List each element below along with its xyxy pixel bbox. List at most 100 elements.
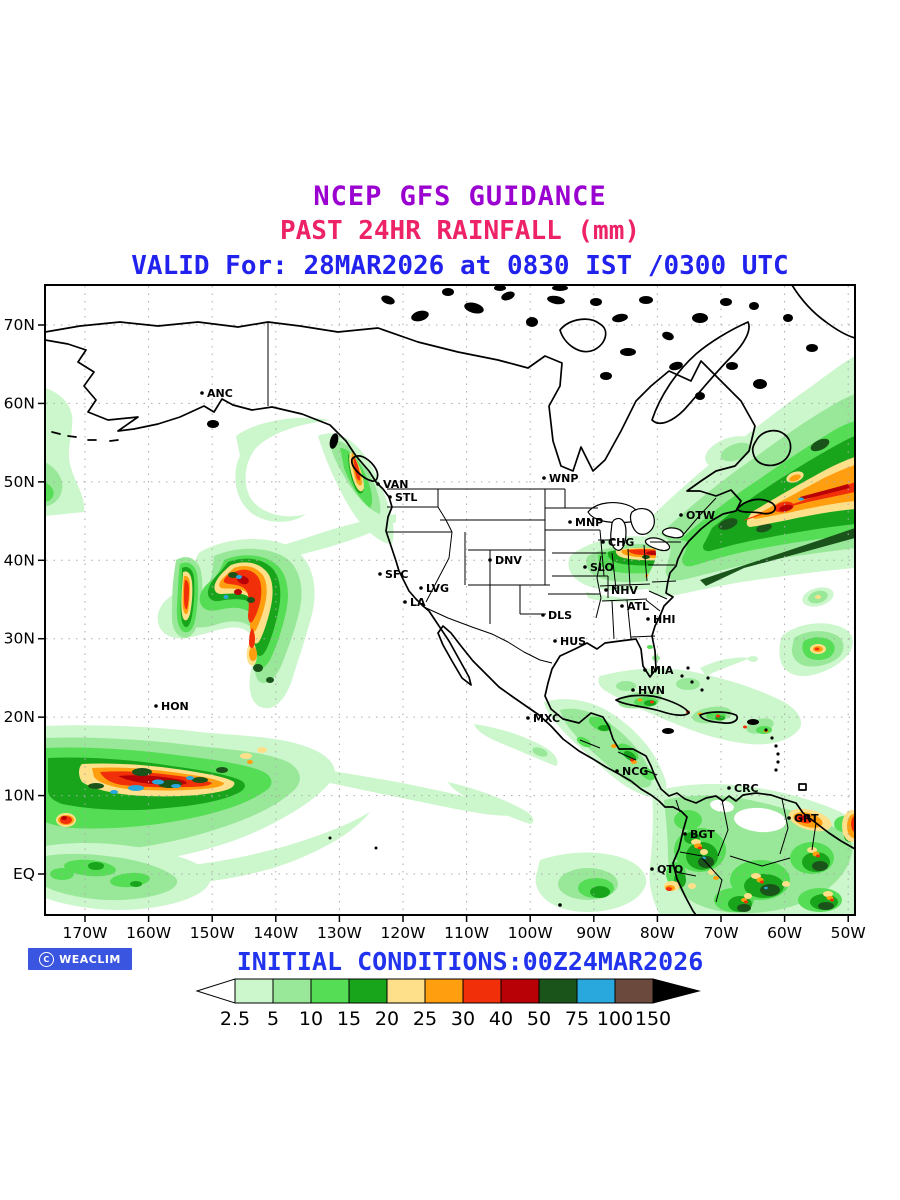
station-marker-dnv xyxy=(488,558,492,562)
initial-conditions: INITIAL CONDITIONS:00Z24MAR2026 xyxy=(0,947,900,976)
station-marker-hus xyxy=(553,639,557,643)
legend-value: 2.5 xyxy=(220,1008,250,1030)
lon-label: 80W xyxy=(640,924,675,942)
legend-value: 40 xyxy=(489,1008,513,1030)
station-label-qto: QTO xyxy=(657,863,683,876)
weather-map-page: NCEP GFS GUIDANCE PAST 24HR RAINFALL (mm… xyxy=(0,0,900,1200)
lon-label: 100W xyxy=(508,924,553,942)
station-label-bgt: BGT xyxy=(690,828,715,841)
rain-region-left-edge xyxy=(45,388,84,516)
station-label-stl: STL xyxy=(395,491,417,504)
station-label-wnp: WNP xyxy=(549,472,578,485)
lat-label: 10N xyxy=(4,787,35,805)
station-marker-hhi xyxy=(646,617,650,621)
station-label-mia: MIA xyxy=(650,664,674,677)
lon-label: 70W xyxy=(703,924,738,942)
station-marker-stl xyxy=(388,495,392,499)
legend-cell xyxy=(501,979,539,1003)
legend-cell xyxy=(615,979,653,1003)
legend-cell xyxy=(387,979,425,1003)
lat-label: 70N xyxy=(4,316,35,334)
station-label-atl: ATL xyxy=(627,600,649,613)
station-label-chg: CHG xyxy=(608,536,634,549)
station-marker-bgt xyxy=(683,832,687,836)
lon-label: 90W xyxy=(576,924,611,942)
station-label-van: VAN xyxy=(383,478,409,491)
legend-cell xyxy=(349,979,387,1003)
legend-cell xyxy=(311,979,349,1003)
station-label-otw: OTW xyxy=(686,509,715,522)
lat-label: 50N xyxy=(4,473,35,491)
legend-cell xyxy=(463,979,501,1003)
station-marker-ncg xyxy=(615,769,619,773)
lon-label: 140W xyxy=(253,924,298,942)
station-label-mnp: MNP xyxy=(575,516,603,529)
legend-value: 25 xyxy=(413,1008,437,1030)
lat-label: EQ xyxy=(13,865,35,883)
lat-label: 40N xyxy=(4,551,35,569)
station-label-grt: GRT xyxy=(794,812,819,825)
lon-label: 130W xyxy=(317,924,362,942)
lat-label: 60N xyxy=(4,394,35,412)
station-marker-mia xyxy=(643,668,647,672)
page-title: NCEP GFS GUIDANCE xyxy=(0,181,900,212)
station-label-la: LA xyxy=(410,596,426,609)
station-label-hvn: HVN xyxy=(638,684,665,697)
legend-value: 5 xyxy=(267,1008,279,1030)
legend-cell xyxy=(235,979,273,1003)
legend-value: 30 xyxy=(451,1008,475,1030)
station-label-crc: CRC xyxy=(734,782,759,795)
station-marker-mxc xyxy=(526,716,530,720)
page-subtitle: PAST 24HR RAINFALL (mm) xyxy=(0,216,900,246)
station-marker-mnp xyxy=(568,520,572,524)
station-marker-dls xyxy=(541,613,545,617)
legend-value: 150 xyxy=(635,1008,671,1030)
lon-label: 110W xyxy=(444,924,489,942)
legend-cell xyxy=(425,979,463,1003)
station-label-dls: DLS xyxy=(548,609,572,622)
legend-above-max-arrow xyxy=(653,979,699,1003)
legend-cell xyxy=(273,979,311,1003)
legend-value: 50 xyxy=(527,1008,551,1030)
lon-label: 60W xyxy=(767,924,802,942)
rainfall-legend: 2.551015202530405075100150 xyxy=(185,973,765,1035)
station-marker-sfc xyxy=(378,572,382,576)
legend-value: 20 xyxy=(375,1008,399,1030)
lon-label: 160W xyxy=(126,924,171,942)
station-label-nhv: NHV xyxy=(611,584,638,597)
arctic-islands xyxy=(380,285,818,400)
station-marker-wnp xyxy=(542,476,546,480)
rain-region-atlantic xyxy=(640,356,855,596)
station-marker-atl xyxy=(620,604,624,608)
station-marker-anc xyxy=(200,391,204,395)
lat-label: 20N xyxy=(4,708,35,726)
station-marker-slo xyxy=(583,565,587,569)
lon-label: 120W xyxy=(381,924,426,942)
station-label-hhi: HHI xyxy=(653,613,676,626)
station-marker-nhv xyxy=(604,588,608,592)
rain-region-subtropic-atlantic xyxy=(748,584,853,676)
station-marker-lvg xyxy=(419,586,423,590)
legend-cell xyxy=(577,979,615,1003)
station-marker-chg xyxy=(601,540,605,544)
station-marker-crc xyxy=(727,786,731,790)
kodiak-island xyxy=(207,420,219,428)
station-marker-van xyxy=(376,482,380,486)
legend-value: 75 xyxy=(565,1008,589,1030)
title-block: NCEP GFS GUIDANCE PAST 24HR RAINFALL (mm… xyxy=(0,181,900,281)
station-label-anc: ANC xyxy=(207,387,233,400)
station-marker-grt xyxy=(787,816,791,820)
lon-label: 170W xyxy=(63,924,108,942)
legend-cell xyxy=(539,979,577,1003)
station-label-mxc: MXC xyxy=(533,712,560,725)
station-marker-la xyxy=(403,600,407,604)
station-marker-otw xyxy=(679,513,683,517)
legend-value: 100 xyxy=(597,1008,633,1030)
station-marker-hon xyxy=(154,704,158,708)
station-label-hon: HON xyxy=(161,700,189,713)
legend-below-min-arrow xyxy=(197,979,235,1003)
rain-region-south-america xyxy=(649,784,862,915)
station-label-lvg: LVG xyxy=(426,582,449,595)
station-marker-qto xyxy=(650,867,654,871)
greenland-corner xyxy=(792,285,855,338)
